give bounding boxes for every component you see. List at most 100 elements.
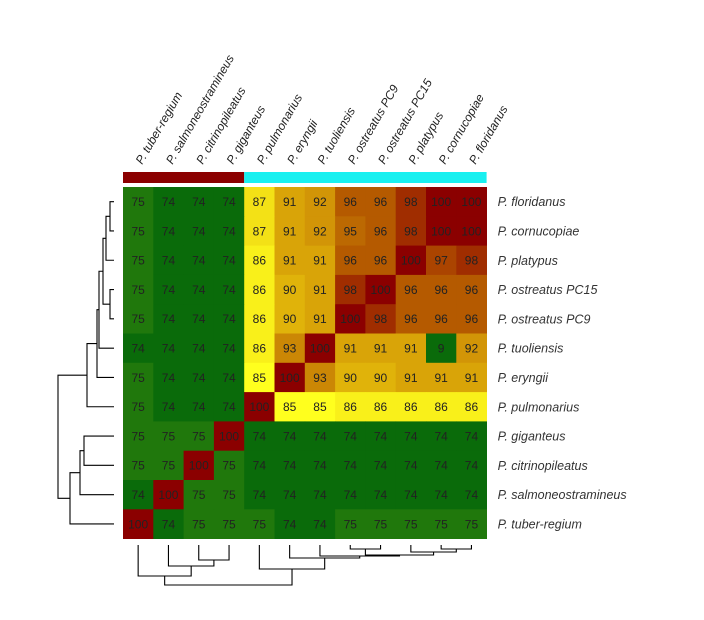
heatmap-cell-value: 74	[283, 459, 297, 473]
heatmap-cell	[123, 450, 154, 481]
heatmap-cell	[395, 304, 427, 334]
heatmap-cell	[395, 245, 427, 276]
heatmap-cell-value: 75	[374, 517, 388, 531]
heatmap-cell	[456, 450, 487, 481]
heatmap-cell-value: 74	[222, 254, 236, 268]
heatmap-cell	[213, 362, 245, 393]
heatmap-cell	[123, 362, 154, 393]
heatmap-cell-value: 74	[222, 195, 236, 209]
column-group-bar	[123, 172, 487, 183]
column-dendrogram	[137, 545, 472, 586]
heatmap-cell-value: 93	[283, 341, 297, 355]
heatmap-cell	[213, 245, 245, 276]
heatmap-cell	[335, 450, 366, 481]
heatmap-cell-value: 75	[434, 517, 448, 531]
heatmap-cell-value: 92	[313, 224, 327, 238]
heatmap-cell	[153, 216, 184, 246]
column-dendrogram-branch	[349, 545, 382, 550]
heatmap-cell-value: 74	[222, 224, 236, 238]
heatmap-cell-value: 100	[158, 488, 178, 502]
heatmap-cell-value: 86	[374, 400, 388, 414]
heatmap-cell-value: 75	[162, 459, 176, 473]
row-label-p-cornucopiae: P. cornucopiae	[498, 224, 580, 238]
heatmap-cell-value: 90	[283, 312, 297, 326]
column-dendrogram-branch	[440, 545, 472, 550]
heatmap-cell	[153, 245, 184, 276]
heatmap-cell-value: 74	[253, 459, 267, 473]
heatmap-cell-value: 86	[434, 400, 448, 414]
heatmap-cell	[456, 274, 487, 305]
heatmap-cell-value: 91	[283, 224, 297, 238]
heatmap-cell	[123, 480, 154, 510]
heatmap-cell-value: 74	[131, 488, 145, 502]
heatmap-cell	[456, 304, 487, 334]
heatmap-cell	[213, 421, 245, 452]
heatmap-cell	[183, 421, 215, 452]
heatmap-cell	[426, 245, 457, 276]
heatmap-cell-value: 100	[249, 400, 269, 414]
heatmap-cell	[183, 333, 215, 364]
heatmap-cell	[395, 362, 427, 393]
heatmap-cell	[183, 392, 215, 422]
heatmap-cell	[426, 392, 457, 422]
heatmap-cell-value: 75	[344, 517, 358, 531]
heatmap-cell-value: 98	[374, 312, 388, 326]
heatmap-cell-value: 98	[404, 195, 418, 209]
heatmap-cell-value: 74	[344, 429, 358, 443]
heatmap-cell-value: 100	[310, 341, 330, 355]
heatmap-cell	[426, 421, 457, 452]
heatmap-cell	[426, 450, 457, 481]
heatmap-cell-value: 96	[434, 283, 448, 297]
heatmap-cell-value: 74	[162, 517, 176, 531]
heatmap-cell	[183, 245, 215, 276]
heatmap-cell	[456, 333, 487, 364]
heatmap-cell-value: 74	[374, 429, 388, 443]
heatmap-cell	[123, 187, 154, 217]
heatmap-cell	[274, 333, 306, 364]
heatmap-cell-value: 91	[313, 312, 327, 326]
heatmap-cell-value: 91	[434, 371, 448, 385]
heatmap-cell-value: 74	[162, 195, 176, 209]
heatmap-cell-value: 74	[222, 312, 236, 326]
heatmap-cell	[395, 392, 427, 422]
row-label-p-tuber-regium: P. tuber-regium	[498, 517, 582, 531]
heatmap-cell-value: 100	[461, 224, 481, 238]
heatmap-cell	[244, 333, 275, 364]
heatmap-cell	[274, 274, 306, 305]
heatmap-cell-value: 75	[192, 429, 206, 443]
heatmap-cell	[153, 274, 184, 305]
heatmap-cell	[274, 216, 306, 246]
heatmap-cell	[365, 333, 397, 364]
heatmap-cell	[365, 304, 397, 334]
heatmap-cell-value: 90	[374, 371, 388, 385]
heatmap-cell-value: 100	[219, 429, 239, 443]
heatmap-cell	[456, 216, 487, 246]
heatmap-cell	[365, 450, 397, 481]
heatmap-cell-value: 86	[253, 283, 267, 297]
row-label-p-ostreatus-pc15: P. ostreatus PC15	[498, 283, 598, 297]
heatmap-cell-value: 74	[344, 459, 358, 473]
row-dendrogram-branch	[86, 343, 114, 408]
heatmap-cell-value: 74	[192, 254, 206, 268]
heatmap-cell	[123, 216, 154, 246]
heatmap-cell	[365, 245, 397, 276]
heatmap-cell	[304, 392, 336, 422]
heatmap-cell	[426, 480, 457, 510]
heatmap-cell	[153, 509, 184, 539]
heatmap-cell	[153, 480, 184, 510]
heatmap-cell-value: 74	[465, 488, 479, 502]
column-dendrogram-branch	[164, 569, 293, 586]
heatmap-cell-value: 98	[344, 283, 358, 297]
heatmap-cell-value: 91	[404, 371, 418, 385]
heatmap-cell	[395, 333, 427, 364]
heatmap-cell	[274, 304, 306, 334]
heatmap-cell-value: 96	[434, 312, 448, 326]
heatmap-cell-value: 85	[313, 400, 327, 414]
heatmap-cell	[183, 480, 215, 510]
heatmap-cell	[426, 333, 457, 364]
heatmap-cell-value: 90	[344, 371, 358, 385]
heatmap-cell	[395, 480, 427, 510]
row-label-p-ostreatus-pc9: P. ostreatus PC9	[498, 312, 591, 326]
